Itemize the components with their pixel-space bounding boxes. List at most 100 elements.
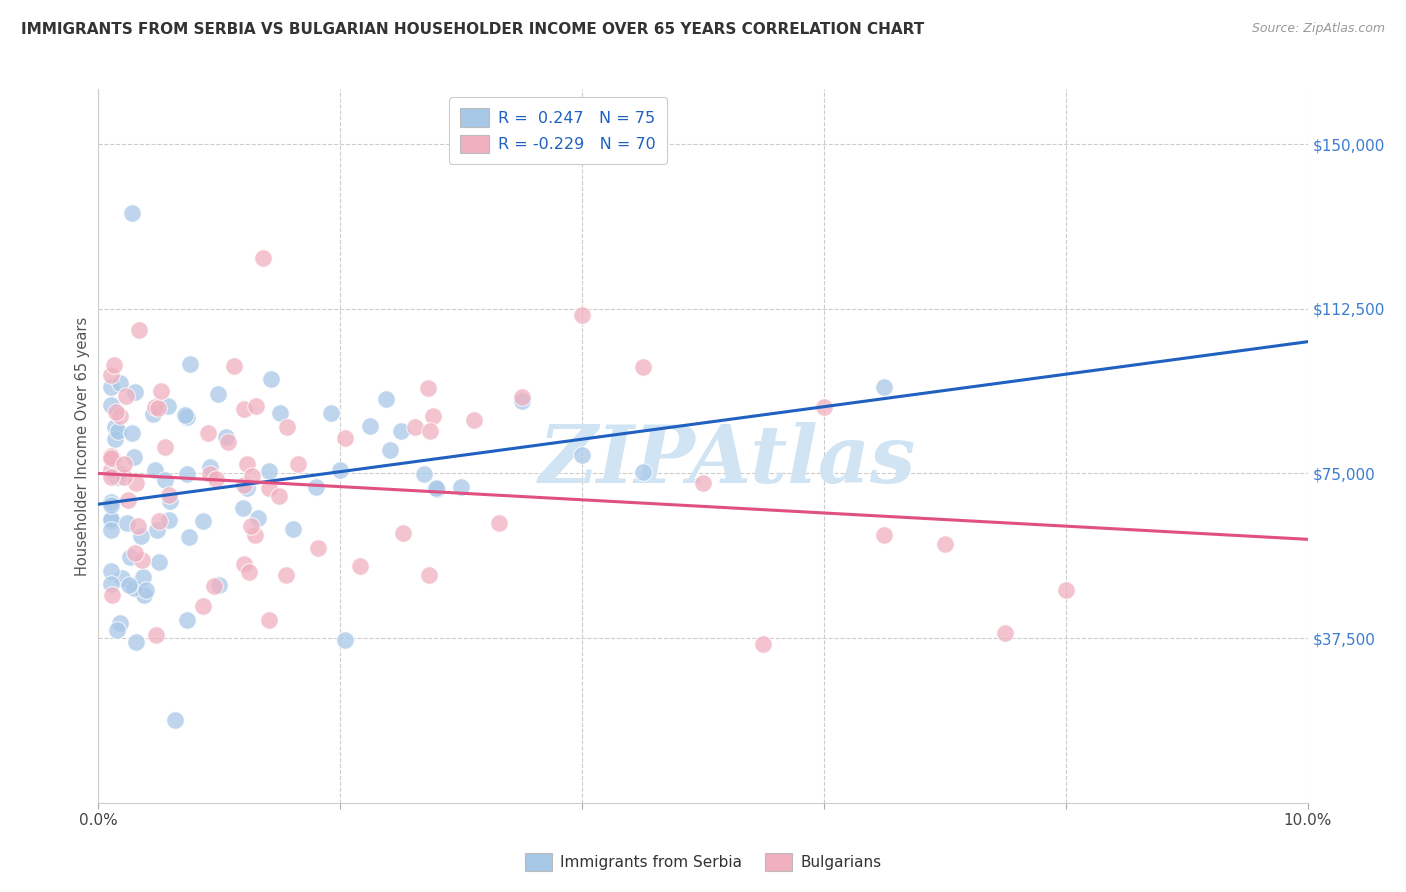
- Y-axis label: Householder Income Over 65 years: Householder Income Over 65 years: [75, 317, 90, 575]
- Point: [176, 409, 198, 424]
- Point: [159, 512, 181, 526]
- Point: [329, 462, 352, 476]
- Point: [205, 472, 228, 486]
- Point: [112, 470, 135, 484]
- Point: [413, 467, 436, 482]
- Point: [319, 406, 342, 420]
- Point: [176, 613, 198, 627]
- Point: [135, 582, 157, 597]
- Point: [148, 514, 170, 528]
- Point: [404, 420, 426, 434]
- Point: [100, 463, 122, 477]
- Point: [426, 483, 449, 497]
- Point: [247, 510, 270, 524]
- Point: [100, 451, 122, 466]
- Point: [389, 424, 412, 438]
- Point: [145, 628, 167, 642]
- Point: [276, 568, 298, 582]
- Point: [101, 588, 124, 602]
- Legend: Immigrants from Serbia, Bulgarians: Immigrants from Serbia, Bulgarians: [519, 847, 887, 877]
- Point: [488, 516, 510, 530]
- Point: [117, 516, 139, 530]
- Point: [127, 519, 149, 533]
- Point: [108, 615, 131, 630]
- Point: [510, 391, 533, 405]
- Point: [121, 425, 143, 440]
- Point: [392, 525, 415, 540]
- Point: [238, 566, 260, 580]
- Point: [215, 430, 238, 444]
- Point: [101, 467, 124, 482]
- Point: [305, 480, 328, 494]
- Point: [418, 381, 440, 395]
- Point: [107, 470, 129, 484]
- Point: [107, 466, 129, 480]
- Point: [121, 206, 143, 220]
- Point: [198, 459, 221, 474]
- Legend: R =  0.247   N = 75, R = -0.229   N = 70: R = 0.247 N = 75, R = -0.229 N = 70: [449, 97, 666, 164]
- Point: [157, 399, 180, 413]
- Point: [571, 448, 593, 462]
- Point: [120, 549, 142, 564]
- Point: [112, 457, 135, 471]
- Point: [143, 463, 166, 477]
- Point: [1054, 583, 1077, 598]
- Point: [107, 425, 129, 439]
- Point: [105, 623, 128, 637]
- Point: [142, 408, 165, 422]
- Point: [110, 571, 132, 585]
- Point: [163, 713, 186, 727]
- Point: [115, 389, 138, 403]
- Point: [100, 449, 122, 463]
- Point: [193, 514, 215, 528]
- Point: [333, 633, 356, 648]
- Point: [994, 625, 1017, 640]
- Point: [101, 451, 124, 466]
- Point: [873, 527, 896, 541]
- Point: [153, 474, 176, 488]
- Point: [752, 637, 775, 651]
- Point: [232, 478, 254, 492]
- Point: [157, 488, 180, 502]
- Point: [934, 537, 956, 551]
- Text: IMMIGRANTS FROM SERBIA VS BULGARIAN HOUSEHOLDER INCOME OVER 65 YEARS CORRELATION: IMMIGRANTS FROM SERBIA VS BULGARIAN HOUS…: [21, 22, 924, 37]
- Point: [128, 323, 150, 337]
- Point: [232, 402, 254, 417]
- Point: [100, 368, 122, 382]
- Point: [100, 380, 122, 394]
- Point: [571, 308, 593, 322]
- Point: [124, 546, 146, 560]
- Point: [108, 409, 131, 423]
- Point: [117, 493, 139, 508]
- Point: [450, 480, 472, 494]
- Point: [510, 394, 533, 409]
- Text: ZIPAtlas: ZIPAtlas: [538, 422, 915, 499]
- Point: [245, 400, 267, 414]
- Point: [174, 409, 197, 423]
- Point: [287, 457, 309, 471]
- Point: [129, 529, 152, 543]
- Point: [813, 400, 835, 414]
- Point: [143, 400, 166, 414]
- Point: [100, 470, 122, 484]
- Point: [281, 522, 304, 536]
- Point: [100, 498, 122, 512]
- Point: [122, 450, 145, 465]
- Point: [260, 372, 283, 386]
- Point: [176, 467, 198, 481]
- Point: [104, 432, 127, 446]
- Point: [631, 466, 654, 480]
- Point: [257, 464, 280, 478]
- Point: [202, 579, 225, 593]
- Point: [124, 384, 146, 399]
- Point: [349, 558, 371, 573]
- Point: [692, 475, 714, 490]
- Point: [236, 481, 259, 495]
- Point: [100, 577, 122, 591]
- Point: [198, 467, 221, 482]
- Text: Source: ZipAtlas.com: Source: ZipAtlas.com: [1251, 22, 1385, 36]
- Point: [100, 564, 122, 578]
- Point: [419, 425, 441, 439]
- Point: [100, 398, 122, 412]
- Point: [257, 613, 280, 627]
